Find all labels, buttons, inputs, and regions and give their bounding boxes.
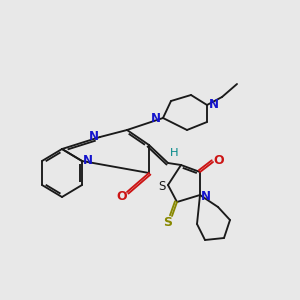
Text: N: N xyxy=(151,112,161,124)
Text: O: O xyxy=(117,190,127,203)
Text: N: N xyxy=(209,98,219,112)
Text: S: S xyxy=(164,217,172,230)
Text: N: N xyxy=(201,190,211,202)
Text: N: N xyxy=(83,154,93,167)
Text: H: H xyxy=(170,148,178,158)
Text: N: N xyxy=(89,130,99,142)
Text: O: O xyxy=(214,154,224,166)
Text: S: S xyxy=(158,179,166,193)
